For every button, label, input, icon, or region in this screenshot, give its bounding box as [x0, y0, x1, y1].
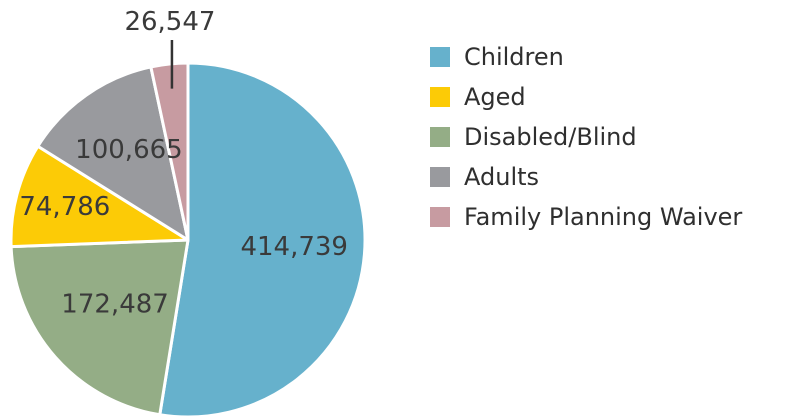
data-label-family-planning-waiver: 26,547 [124, 7, 215, 37]
legend-swatch-disabled-blind [430, 127, 450, 147]
pie-slice-adults [36, 65, 190, 242]
legend-label-family-planning-waiver: Family Planning Waiver [464, 203, 742, 231]
pie-slice-disabled-blind [9, 238, 190, 417]
legend-item-disabled-blind: Disabled/Blind [430, 123, 637, 151]
slice-labels: 414,739 172,487 74,786 100,665 26,547 [19, 7, 348, 319]
legend-label-aged: Aged [464, 83, 526, 111]
pie-slice-children [158, 61, 367, 417]
pie-slice-aged [9, 144, 190, 249]
legend-label-children: Children [464, 43, 564, 71]
legend-swatch-adults [430, 167, 450, 187]
legend-label-adults: Adults [464, 163, 539, 191]
data-label-aged: 74,786 [19, 192, 110, 222]
legend-item-aged: Aged [430, 83, 526, 111]
legend-label-disabled-blind: Disabled/Blind [464, 123, 637, 151]
pie-slices [9, 61, 367, 417]
data-label-adults: 100,665 [75, 135, 183, 165]
data-label-disabled-blind: 172,487 [61, 289, 169, 319]
legend: Children Aged Disabled/Blind Adults Family P… [430, 43, 742, 231]
legend-item-family-planning-waiver: Family Planning Waiver [430, 203, 742, 231]
pie-slice-family-planning-waiver [149, 61, 190, 242]
legend-item-adults: Adults [430, 163, 539, 191]
legend-swatch-children [430, 47, 450, 67]
legend-swatch-family-planning-waiver [430, 207, 450, 227]
legend-swatch-aged [430, 87, 450, 107]
legend-item-children: Children [430, 43, 564, 71]
data-label-children: 414,739 [240, 232, 348, 262]
